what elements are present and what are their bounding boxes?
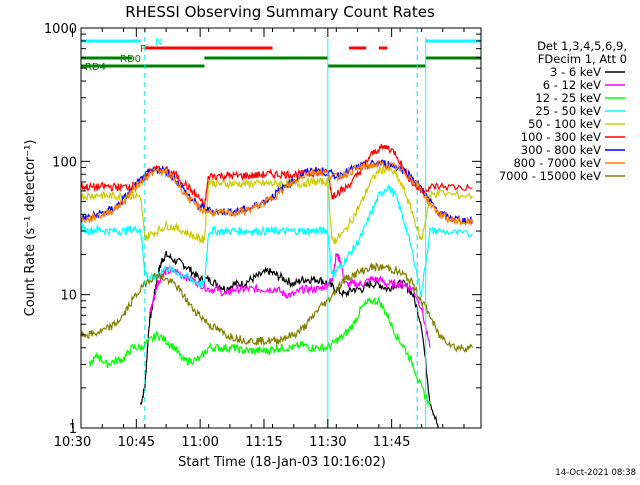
series-line-1 [148, 253, 431, 348]
y-tick-label: 10 [60, 289, 77, 304]
legend-entry-4: 50 - 100 keV [528, 117, 601, 131]
x-tick-label: 10:30 [54, 435, 91, 450]
series-line-5 [80, 143, 473, 210]
state-bar-label-n: N [155, 37, 162, 48]
state-bar-label-rd0: RD0 [120, 54, 141, 65]
x-axis-label: Start Time (18-Jan-03 10:16:02) [178, 455, 386, 470]
legend-entry-8: 7000 - 15000 keV [499, 169, 601, 183]
series-line-0 [140, 250, 439, 429]
series-line-3 [80, 184, 473, 298]
legend-header: FDecim 1, Att 0 [538, 52, 627, 66]
y-axis: 1 10 100 1000 [44, 22, 481, 437]
x-tick-label: 11:30 [309, 435, 346, 450]
plot-frame [80, 27, 482, 429]
chart-title: RHESSI Observing Summary Count Rates [125, 3, 435, 21]
legend-entry-1: 6 - 12 keV [543, 78, 601, 92]
series-line-2 [88, 295, 431, 407]
state-bar-label-f: F [140, 44, 146, 55]
x-tick-label: 11:15 [245, 435, 282, 450]
series-layer [80, 143, 474, 429]
legend-entry-3: 25 - 50 keV [535, 104, 601, 118]
state-bar-label-rd4: RD4 [85, 62, 106, 73]
y-tick-label: 100 [52, 155, 77, 170]
series-line-7 [80, 160, 474, 227]
y-tick-label: 1 [69, 422, 77, 437]
series-line-8 [80, 262, 474, 353]
legend-entry-2: 12 - 25 keV [535, 91, 601, 105]
legend-entry-5: 100 - 300 keV [521, 130, 601, 144]
x-tick-label: 10:45 [118, 435, 155, 450]
generated-timestamp: 14-Oct-2021 08:38 [555, 468, 636, 478]
y-tick-label: 1000 [44, 22, 77, 37]
x-tick-label: 11:45 [373, 435, 410, 450]
x-axis: 10:30 10:45 11:00 11:15 11:30 11:45 [54, 28, 465, 450]
x-tick-label: 11:00 [181, 435, 218, 450]
legend-entry-0: 3 - 6 keV [550, 65, 601, 79]
y-axis-label: Count Rate (s⁻¹ detector⁻¹) [23, 140, 38, 317]
legend: Det 1,3,4,5,6,9,FDecim 1, Att 03 - 6 keV… [499, 39, 627, 183]
legend-header: Det 1,3,4,5,6,9, [537, 39, 627, 53]
legend-entry-7: 800 - 7000 keV [513, 156, 601, 170]
legend-entry-6: 300 - 800 keV [521, 143, 601, 157]
